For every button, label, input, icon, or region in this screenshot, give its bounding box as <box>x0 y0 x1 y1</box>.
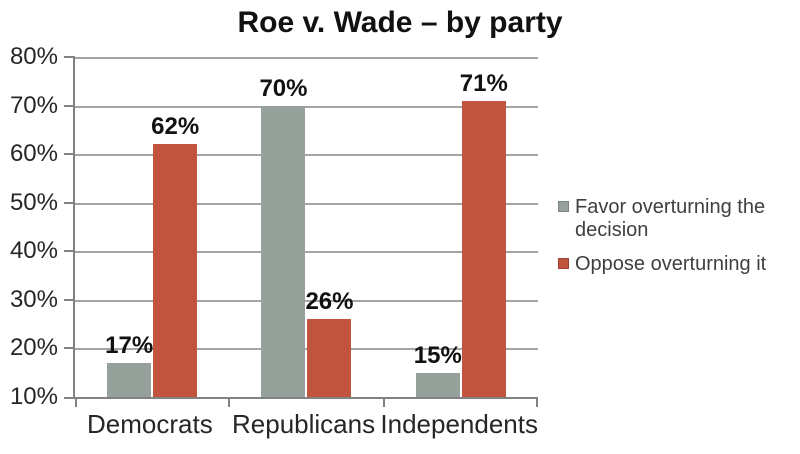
y-axis-label: 20% <box>9 334 58 362</box>
y-axis-label: 50% <box>9 188 58 216</box>
bar-republicans-series-0: 70% <box>259 75 308 397</box>
bar-value-label: 17% <box>105 332 154 359</box>
x-axis-tick <box>75 397 77 407</box>
category-label-republicans: Republicans <box>232 409 376 439</box>
gridline <box>75 202 538 205</box>
y-axis-tick <box>64 347 75 350</box>
bar-democrats-series-1: 62% <box>151 113 199 397</box>
bar-group-republicans: 70% 26% <box>229 57 383 397</box>
bar-value-label: 70% <box>259 74 308 102</box>
y-axis-label: 40% <box>9 237 58 265</box>
y-axis-label: 70% <box>9 91 58 119</box>
y-axis-tick <box>64 250 75 253</box>
y-axis-tick <box>64 397 75 399</box>
y-axis-label: 80% <box>9 43 58 70</box>
x-axis-tick <box>382 397 385 407</box>
legend: Favor overturning the decision Oppose ove… <box>558 196 798 276</box>
y-axis-label: 30% <box>9 285 58 313</box>
y-axis: 10% 20% 30% 40% 50% 60% 70% 80% <box>0 43 58 410</box>
bar-democrats-series-0: 17% <box>105 332 153 397</box>
y-axis-label: 60% <box>9 140 58 168</box>
bar-republicans-series-1: 26% <box>305 288 354 397</box>
bar-value-label: 15% <box>413 341 462 369</box>
gridline <box>75 251 538 254</box>
x-axis-tick <box>536 397 538 407</box>
gridline <box>75 348 538 351</box>
legend-item-1: Oppose overturning it <box>558 253 798 276</box>
gridline <box>75 105 538 108</box>
y-axis-tick <box>64 298 75 301</box>
plot-area: 17% 62% 70% 26% 15% 71% <box>64 56 538 407</box>
legend-marker-icon <box>558 201 569 212</box>
category-label-democrats: Democrats <box>87 409 213 439</box>
bar-group-independents: 15% 71% <box>384 57 538 397</box>
bar-independents-series-1: 71% <box>460 70 508 397</box>
chart-title: Roe v. Wade – by party <box>237 6 563 39</box>
y-axis-label: 10% <box>9 383 58 410</box>
gridline <box>75 154 538 157</box>
x-axis-tick <box>228 397 231 407</box>
y-axis-tick <box>64 153 75 156</box>
y-axis-tick <box>64 201 75 204</box>
x-axis: Democrats Republicans Independents <box>73 409 538 439</box>
bar-group-democrats: 17% 62% <box>75 57 229 397</box>
bar-value-label: 71% <box>459 69 508 97</box>
legend-marker-icon <box>558 258 569 269</box>
legend-item-label: Oppose overturning it <box>575 253 767 275</box>
bar-value-label: 62% <box>151 113 200 141</box>
legend-item-label: Favor overturning the decision <box>575 196 766 241</box>
y-axis-tick <box>64 56 75 58</box>
legend-item-0: Favor overturning the decision <box>558 196 798 242</box>
gridline <box>75 299 538 302</box>
y-axis-tick <box>64 104 75 107</box>
bar-independents-series-0: 15% <box>414 342 462 397</box>
gridline <box>75 57 538 59</box>
bar-value-label: 26% <box>305 288 354 316</box>
category-label-independents: Independents <box>380 409 538 439</box>
